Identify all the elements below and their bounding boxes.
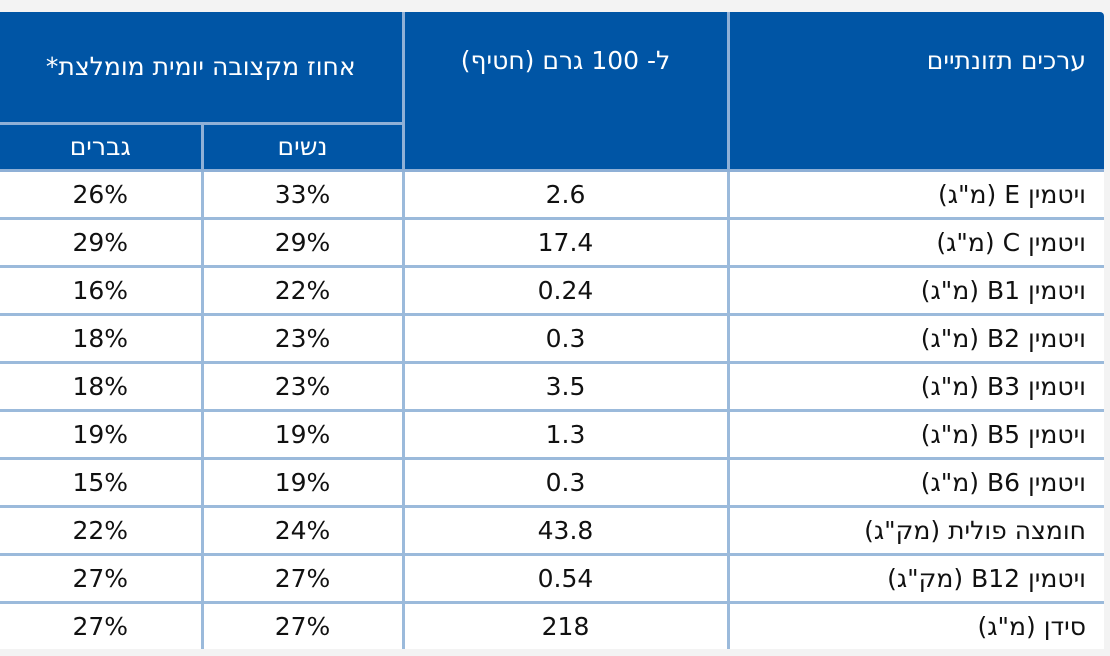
nutrient-cell: ויטמין C (מ"ג)	[726, 217, 1104, 268]
women-percent-cell: 24%	[200, 505, 405, 556]
table-row: חומצה פולית (מק"ג) 43.8 24% 22%	[0, 505, 1104, 556]
women-percent-cell: 22%	[200, 265, 405, 316]
nutrient-cell: ויטמין B6 (מ"ג)	[726, 457, 1104, 508]
men-percent-cell: 15%	[0, 457, 204, 508]
men-percent-cell: 18%	[0, 361, 204, 412]
per-100g-cell: 218	[401, 601, 730, 649]
per-100g-cell: 3.5	[401, 361, 730, 412]
women-percent-cell: 33%	[200, 169, 405, 220]
men-percent-cell: 27%	[0, 553, 204, 604]
table-row: ויטמין B6 (מ"ג) 0.3 19% 15%	[0, 457, 1104, 508]
women-percent-cell: 27%	[200, 601, 405, 649]
men-percent-cell: 29%	[0, 217, 204, 268]
nutrient-cell: ויטמין B1 (מ"ג)	[726, 265, 1104, 316]
nutrient-cell: ויטמין B5 (מ"ג)	[726, 409, 1104, 460]
table-row: ויטמין C (מ"ג) 17.4 29% 29%	[0, 217, 1104, 268]
table-row: ויטמין B5 (מ"ג) 1.3 19% 19%	[0, 409, 1104, 460]
table-row: סידן (מ"ג) 218 27% 27%	[0, 601, 1104, 649]
men-percent-cell: 26%	[0, 169, 204, 220]
header-men: גברים	[0, 122, 204, 172]
header-women: נשים	[200, 122, 405, 172]
table-row: ויטמין B1 (מ"ג) 0.24 22% 16%	[0, 265, 1104, 316]
nutrition-table-container: ערכים תזונתיים ל- 100 גרם (חטיף) אחוז מק…	[0, 12, 1104, 649]
header-per-100g: ל- 100 גרם (חטיף)	[401, 12, 730, 172]
men-percent-cell: 16%	[0, 265, 204, 316]
nutrient-cell: ויטמין B3 (מ"ג)	[726, 361, 1104, 412]
per-100g-cell: 17.4	[401, 217, 730, 268]
nutrient-cell: ויטמין B12 (מק"ג)	[726, 553, 1104, 604]
table-row: ויטמין B3 (מ"ג) 3.5 23% 18%	[0, 361, 1104, 412]
men-percent-cell: 22%	[0, 505, 204, 556]
table-row: ויטמין B12 (מק"ג) 0.54 27% 27%	[0, 553, 1104, 604]
nutrient-cell: סידן (מ"ג)	[726, 601, 1104, 649]
women-percent-cell: 23%	[200, 361, 405, 412]
per-100g-cell: 43.8	[401, 505, 730, 556]
women-percent-cell: 23%	[200, 313, 405, 364]
header-daily-percent: אחוז מקצובה יומית מומלצת*	[0, 12, 405, 125]
per-100g-cell: 1.3	[401, 409, 730, 460]
per-100g-cell: 0.3	[401, 457, 730, 508]
per-100g-cell: 0.54	[401, 553, 730, 604]
nutrient-cell: ויטמין B2 (מ"ג)	[726, 313, 1104, 364]
women-percent-cell: 29%	[200, 217, 405, 268]
per-100g-cell: 0.24	[401, 265, 730, 316]
nutrient-cell: חומצה פולית (מק"ג)	[726, 505, 1104, 556]
women-percent-cell: 19%	[200, 409, 405, 460]
women-percent-cell: 27%	[200, 553, 405, 604]
nutrient-cell: ויטמין E (מ"ג)	[726, 169, 1104, 220]
table-row: ויטמין E (מ"ג) 2.6 33% 26%	[0, 169, 1104, 220]
table-row: ויטמין B2 (מ"ג) 0.3 23% 18%	[0, 313, 1104, 364]
nutrition-table: ערכים תזונתיים ל- 100 גרם (חטיף) אחוז מק…	[0, 12, 1104, 649]
women-percent-cell: 19%	[200, 457, 405, 508]
per-100g-cell: 0.3	[401, 313, 730, 364]
men-percent-cell: 19%	[0, 409, 204, 460]
header-nutrient: ערכים תזונתיים	[726, 12, 1104, 172]
men-percent-cell: 27%	[0, 601, 204, 649]
men-percent-cell: 18%	[0, 313, 204, 364]
per-100g-cell: 2.6	[401, 169, 730, 220]
